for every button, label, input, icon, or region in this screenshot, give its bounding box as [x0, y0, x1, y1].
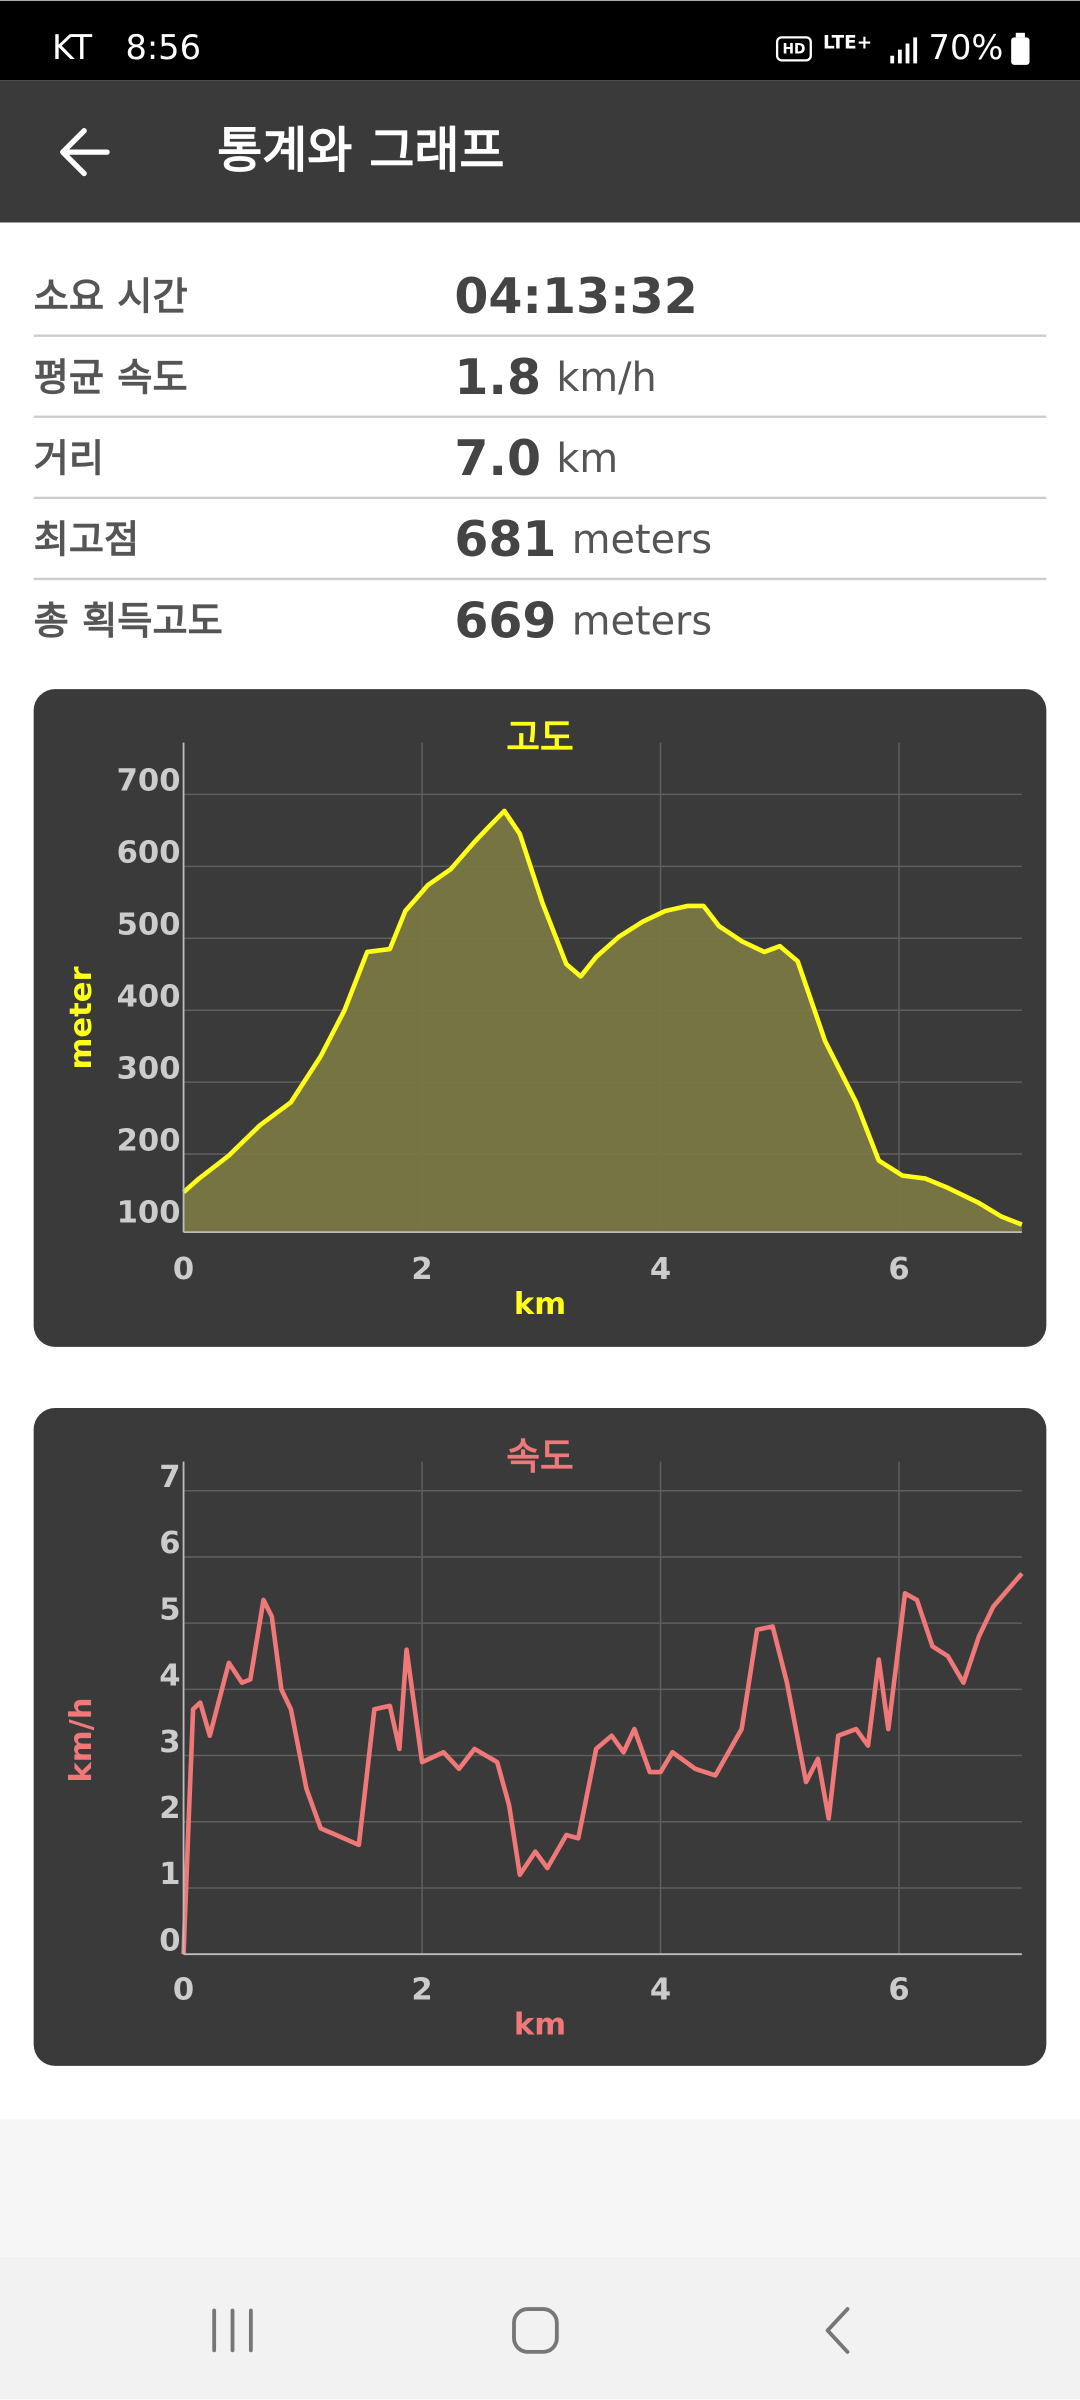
y-tick-label: 5 [159, 1592, 180, 1627]
stat-unit: km/h [556, 355, 656, 401]
x-tick-label: 0 [173, 1972, 194, 2007]
stat-value-line: 1.8 km/h [454, 349, 656, 406]
nav-home[interactable] [512, 2307, 559, 2354]
stat-value-line: 7.0 km [454, 430, 618, 487]
y-tick-label: 1 [159, 1857, 180, 1892]
battery-tip [1015, 32, 1025, 38]
stat-value: 669 [454, 592, 556, 649]
back-button[interactable] [60, 128, 110, 177]
y-axis-label: km/h [64, 1697, 99, 1782]
y-tick-label: 3 [159, 1725, 180, 1760]
line [182, 808, 1023, 1227]
stat-value: 04:13:32 [454, 267, 697, 324]
app-bar [0, 80, 1080, 223]
stat-value: 681 [454, 511, 556, 568]
stat-unit: meters [572, 517, 712, 563]
nav-bar [0, 2257, 1080, 2400]
stat-label: 평균 속도 [34, 357, 188, 401]
chart-card [33, 1408, 1047, 2066]
y-tick-label: 500 [117, 908, 181, 943]
battery-label: 70% [929, 28, 1004, 67]
y-tick-label: 600 [117, 836, 181, 871]
hd-icon [775, 36, 812, 62]
content-footer [0, 2119, 1080, 2258]
y-tick-label: 700 [117, 764, 181, 799]
y-tick-label: 400 [117, 979, 181, 1014]
y-tick-label: 7 [159, 1460, 180, 1495]
stat-value-line: 04:13:32 [454, 267, 697, 324]
chart: 100 200 300 400 500 600 700 0 2 4 6 고도 km meter [64, 716, 1023, 1322]
y-tick-label: 100 [117, 1195, 181, 1230]
y-tick-label: 200 [117, 1123, 181, 1158]
chart: 0 1 2 3 4 5 6 7 0 2 4 6 속도 km km/h [64, 1435, 1024, 2043]
stat-value: 1.8 [454, 349, 541, 406]
stat-value: 7.0 [454, 430, 541, 487]
x-axis-label: km [514, 1287, 566, 1322]
x-tick-label: 0 [173, 1252, 194, 1287]
signal-icon [890, 37, 918, 64]
stat-label: 최고점 [34, 519, 140, 563]
x-tick-label: 2 [411, 1972, 432, 2007]
line [181, 1571, 1024, 1955]
nav-back[interactable] [825, 2307, 850, 2354]
y-tick-label: 300 [117, 1051, 181, 1086]
area [183, 810, 1022, 1233]
x-tick-label: 4 [650, 1252, 671, 1287]
carrier: KT [52, 28, 92, 67]
x-tick-label: 6 [888, 1252, 909, 1287]
battery-icon [1011, 37, 1030, 65]
y-tick-label: 6 [159, 1526, 180, 1561]
chart-title: 속도 [506, 1435, 574, 1478]
chart-title: 고도 [506, 716, 574, 759]
network-label: LTE+ [823, 33, 872, 54]
x-tick-label: 6 [888, 1972, 909, 2007]
app-title: 통계와 그래프 [217, 122, 504, 179]
y-axis-label: meter [64, 966, 99, 1069]
stat-unit: meters [572, 598, 712, 644]
stats-table: 소요 시간 04:13:32 평균 속도 1.8 km/h 거리 7.0 km 최고점 681 me… [33, 267, 1047, 649]
nav-recents[interactable] [212, 2308, 253, 2353]
stat-unit: km [556, 436, 618, 482]
charts: 100 200 300 400 500 600 700 0 2 4 6 고도 km meter 0 1 2 3 4 5… [64, 716, 1024, 2043]
hd-label: HD [782, 42, 805, 58]
stat-value-line: 669 meters [454, 592, 712, 649]
y-tick-label: 2 [159, 1791, 180, 1826]
stat-label: 소요 시간 [34, 275, 188, 319]
x-tick-label: 2 [411, 1252, 432, 1287]
x-tick-label: 4 [650, 1972, 671, 2007]
clock: 8:56 [125, 28, 201, 67]
status-bar [0, 0, 1080, 81]
stat-label: 총 획득고도 [34, 600, 223, 644]
y-tick-label: 0 [159, 1923, 180, 1958]
stat-label: 거리 [34, 438, 104, 482]
x-axis-label: km [514, 2008, 566, 2043]
stat-value-line: 681 meters [454, 511, 712, 568]
y-tick-label: 4 [159, 1659, 180, 1694]
